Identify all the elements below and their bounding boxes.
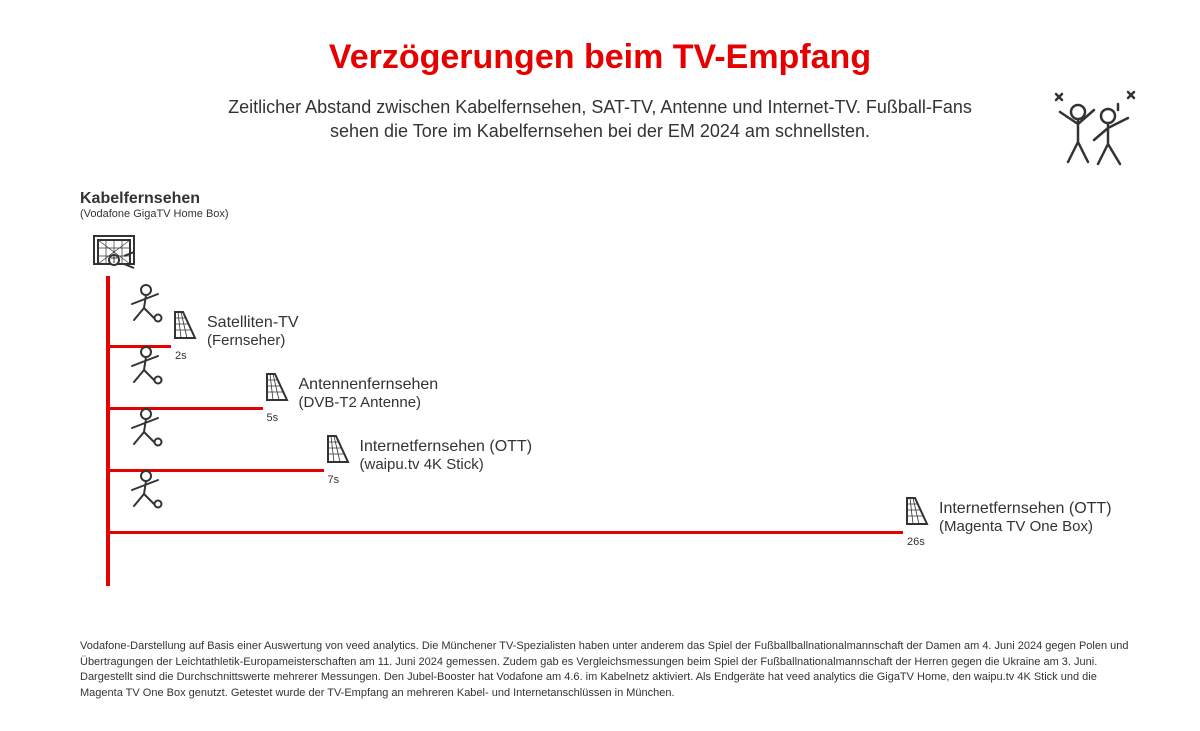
page-subtitle: Zeitlicher Abstand zwischen Kabelfernseh…: [150, 95, 1050, 144]
subtitle-line-1: Zeitlicher Abstand zwischen Kabelfernseh…: [228, 97, 972, 117]
row-label: Satelliten-TV: [207, 313, 299, 332]
row-label: Antennenfernsehen: [299, 375, 439, 394]
player-icon: [126, 470, 164, 515]
origin-label: Kabelfernsehen (Vodafone GigaTV Home Box…: [80, 190, 229, 220]
row-label: Internetfernsehen (OTT): [360, 437, 533, 456]
origin-sub: (Vodafone GigaTV Home Box): [80, 208, 229, 220]
net-icon: [263, 372, 291, 407]
row-label-block: Internetfernsehen (OTT) (Magenta TV One …: [939, 499, 1112, 536]
player-icon: [126, 408, 164, 453]
player-icon: [126, 284, 164, 329]
page-title: Verzögerungen beim TV-Empfang: [0, 38, 1200, 77]
delay-bar: [110, 531, 903, 534]
chart-row: 7s Internetfernsehen (OTT) (waipu.tv 4K …: [110, 410, 584, 472]
chart-row: 2s Satelliten-TV (Fernseher): [110, 286, 431, 348]
net-icon: [171, 310, 199, 345]
row-label-block: Internetfernsehen (OTT) (waipu.tv 4K Sti…: [360, 437, 533, 474]
subtitle-line-2: sehen die Tore im Kabelfernsehen bei der…: [330, 121, 870, 141]
chart-row: 5s Antennenfernsehen (DVB-T2 Antenne): [110, 348, 523, 410]
footer-note: Vodafone-Darstellung auf Basis einer Aus…: [80, 639, 1140, 701]
celebration-icon: [1050, 90, 1140, 175]
goal-icon: [92, 234, 136, 279]
row-label-block: Antennenfernsehen (DVB-T2 Antenne): [299, 375, 439, 412]
origin-title: Kabelfernsehen: [80, 190, 229, 208]
net-icon: [324, 434, 352, 469]
net-icon: [903, 496, 931, 531]
row-label: Internetfernsehen (OTT): [939, 499, 1112, 518]
player-icon: [126, 346, 164, 391]
delay-chart: Kabelfernsehen (Vodafone GigaTV Home Box…: [80, 190, 1140, 590]
delay-value: 26s: [907, 536, 925, 548]
chart-row: 26s Internetfernsehen (OTT) (Magenta TV …: [110, 472, 1163, 534]
row-label-block: Satelliten-TV (Fernseher): [207, 313, 299, 350]
row-sublabel: (Magenta TV One Box): [939, 518, 1112, 536]
